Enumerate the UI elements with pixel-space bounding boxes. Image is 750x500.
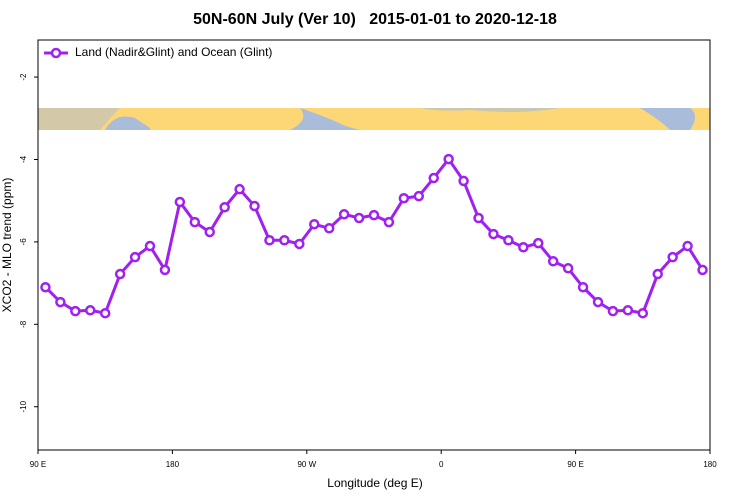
- data-point: [697, 264, 708, 276]
- data-point: [129, 251, 141, 263]
- data-point: [518, 242, 529, 253]
- data-point: [40, 281, 51, 293]
- data-point: [338, 209, 350, 220]
- ocean-patch: [105, 116, 150, 130]
- data-point: [398, 192, 410, 204]
- data-point: [368, 209, 380, 221]
- data-point: [473, 212, 484, 224]
- x-tick-label: 180: [703, 460, 717, 469]
- plot-frame: [37, 39, 711, 451]
- chart-title: 50N-60N July (Ver 10) 2015-01-01 to 2020…: [193, 11, 557, 28]
- y-tick-label: -10: [19, 400, 28, 412]
- data-point: [428, 172, 439, 184]
- data-point: [174, 196, 186, 208]
- data-point: [503, 235, 514, 246]
- data-point: [55, 296, 66, 308]
- data-point: [85, 305, 96, 316]
- data-point: [488, 228, 499, 240]
- data-point: [204, 226, 215, 238]
- x-axis-label: Longitude (deg E): [327, 476, 422, 490]
- data-point: [323, 223, 335, 234]
- land-band: [38, 108, 710, 130]
- x-tick-label: 90 W: [297, 460, 316, 469]
- data-point: [383, 216, 395, 228]
- data-point: [144, 240, 156, 252]
- data-point: [547, 256, 559, 267]
- ocean-patch: [38, 108, 120, 130]
- data-point: [413, 190, 425, 202]
- data-point: [562, 263, 574, 274]
- ocean-patch: [640, 108, 695, 130]
- data-point: [279, 235, 290, 246]
- data-point: [577, 281, 589, 293]
- data-point: [189, 216, 201, 228]
- data-point: [607, 305, 619, 317]
- data-point: [458, 175, 469, 187]
- data-point: [309, 218, 320, 230]
- y-tick-label: -4: [19, 155, 28, 163]
- data-point: [114, 268, 126, 280]
- x-tick-label: 90 E: [567, 460, 583, 469]
- ocean-patch: [290, 108, 360, 130]
- x-tick-label: 90 E: [30, 460, 46, 469]
- data-point: [622, 305, 634, 316]
- data-point: [443, 153, 454, 165]
- ocean-patch: [420, 108, 560, 113]
- y-axis-label: XCO2 - MLO trend (ppm): [0, 178, 14, 313]
- y-tick-label: -8: [19, 320, 28, 328]
- data-point: [592, 296, 604, 308]
- data-point: [652, 268, 663, 280]
- data-point: [682, 240, 693, 252]
- data-point: [234, 183, 245, 195]
- data-point: [264, 235, 275, 246]
- data-point: [219, 202, 230, 213]
- data-point: [159, 264, 171, 276]
- y-tick-label: -2: [19, 73, 28, 81]
- data-point: [70, 305, 81, 317]
- data-point: [533, 237, 544, 249]
- data-point: [637, 307, 649, 319]
- y-tick-label: -6: [19, 238, 28, 246]
- data-point: [353, 212, 365, 224]
- data-point: [667, 251, 678, 263]
- data-point: [249, 200, 260, 212]
- data-point: [99, 307, 111, 319]
- map-band: [38, 108, 710, 130]
- legend-marker: [50, 47, 62, 59]
- x-tick-label: 0: [439, 460, 444, 469]
- legend-label: Land (Nadir&Glint) and Ocean (Glint): [75, 45, 272, 59]
- x-tick-label: 180: [166, 460, 180, 469]
- data-point: [294, 238, 305, 250]
